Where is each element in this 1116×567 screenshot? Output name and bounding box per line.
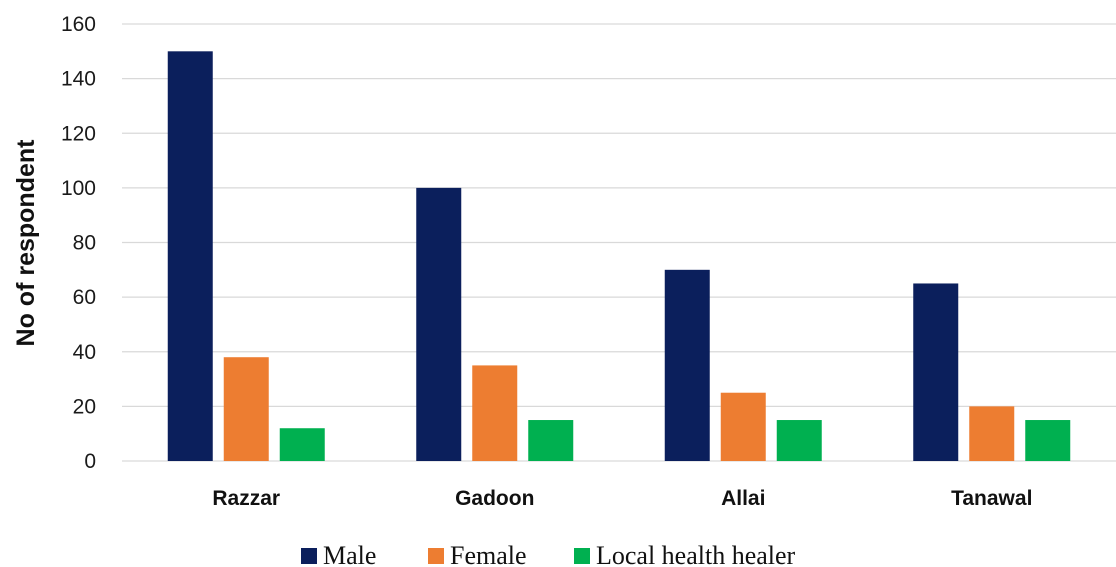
- y-tick-label: 120: [61, 122, 96, 145]
- y-tick-label: 80: [73, 232, 96, 255]
- bar-local-health-healer: [528, 420, 574, 461]
- legend-swatch: [428, 548, 444, 564]
- bar-female: [472, 365, 518, 461]
- legend-label: Female: [450, 541, 527, 567]
- x-category-label: Gadoon: [455, 487, 534, 510]
- legend-swatch: [574, 548, 590, 564]
- legend-label: Local health healer: [596, 541, 796, 567]
- bar-female: [223, 357, 269, 461]
- bar-local-health-healer: [279, 428, 325, 461]
- legend-swatch: [301, 548, 317, 564]
- legend-label: Male: [323, 541, 376, 567]
- bar-local-health-healer: [1025, 420, 1071, 461]
- gridlines: [122, 23, 1116, 462]
- y-tick-label: 0: [84, 450, 96, 473]
- y-tick-label: 100: [61, 177, 96, 200]
- bar-male: [416, 187, 462, 461]
- y-axis-label: No of respondent: [12, 139, 40, 347]
- bar-female: [720, 392, 766, 461]
- bar-male: [913, 283, 959, 461]
- bar-local-health-healer: [776, 420, 822, 461]
- x-category-label: Allai: [721, 487, 765, 510]
- x-category-label: Razzar: [212, 487, 280, 510]
- bar-male: [664, 269, 710, 461]
- y-tick-label: 160: [61, 13, 96, 36]
- legend: Male Female Local health healer: [301, 541, 796, 567]
- y-tick-label: 140: [61, 68, 96, 91]
- y-axis-ticks: 0 20 40 60 80 100 120 140 160: [61, 13, 96, 473]
- x-axis-categories: Razzar Gadoon Allai Tanawal: [212, 487, 1032, 510]
- bars: [167, 51, 1071, 461]
- y-tick-label: 60: [73, 286, 96, 309]
- y-tick-label: 40: [73, 341, 96, 364]
- x-category-label: Tanawal: [951, 487, 1032, 510]
- bar-male: [167, 51, 213, 461]
- bar-female: [969, 406, 1015, 461]
- y-tick-label: 20: [73, 395, 96, 418]
